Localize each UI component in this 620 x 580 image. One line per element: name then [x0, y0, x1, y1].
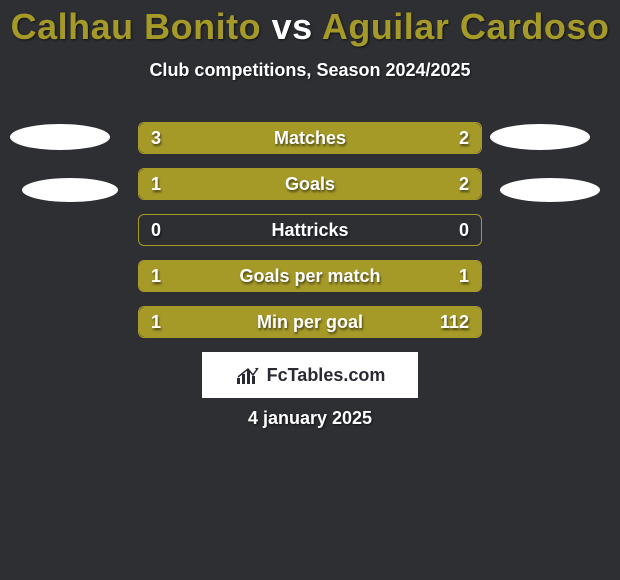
stat-value-team-b: 112	[440, 307, 469, 337]
stat-label: Min per goal	[139, 307, 481, 337]
stat-value-team-a: 1	[151, 169, 161, 199]
stat-value-team-a: 0	[151, 215, 161, 245]
title-team-b: Aguilar Cardoso	[322, 6, 610, 47]
stat-value-team-b: 0	[459, 215, 469, 245]
stat-value-team-b: 1	[459, 261, 469, 291]
avatar-team-b-2	[500, 178, 600, 202]
attribution-logo[interactable]: FcTables.com	[202, 352, 418, 398]
stat-row: Min per goal1 112	[138, 306, 482, 338]
title-vs: vs	[261, 6, 322, 47]
infographic-root: Calhau Bonito vs Aguilar Cardoso Club co…	[0, 0, 620, 580]
attribution-text: FcTables.com	[267, 365, 386, 386]
subtitle: Club competitions, Season 2024/2025	[0, 60, 620, 81]
avatar-team-b-1	[490, 124, 590, 150]
stat-label: Goals	[139, 169, 481, 199]
stat-label: Matches	[139, 123, 481, 153]
stat-value-team-a: 1	[151, 307, 161, 337]
bar-chart-icon	[235, 364, 261, 386]
stat-row: Goals1 2	[138, 168, 482, 200]
stat-value-team-b: 2	[459, 169, 469, 199]
stat-row: Hattricks0 0	[138, 214, 482, 246]
avatar-team-a-2	[22, 178, 118, 202]
page-title: Calhau Bonito vs Aguilar Cardoso	[0, 6, 620, 48]
date: 4 january 2025	[0, 408, 620, 429]
stat-rows: Matches32Goals12Hattricks00Goals per mat…	[138, 122, 482, 352]
stat-value-team-a: 1	[151, 261, 161, 291]
stat-label: Goals per match	[139, 261, 481, 291]
stat-value-team-b: 2	[459, 123, 469, 153]
stat-row: Matches3 2	[138, 122, 482, 154]
stat-value-team-a: 3	[151, 123, 161, 153]
title-team-a: Calhau Bonito	[11, 6, 261, 47]
avatar-team-a-1	[10, 124, 110, 150]
stat-label: Hattricks	[139, 215, 481, 245]
stat-row: Goals per match1 1	[138, 260, 482, 292]
